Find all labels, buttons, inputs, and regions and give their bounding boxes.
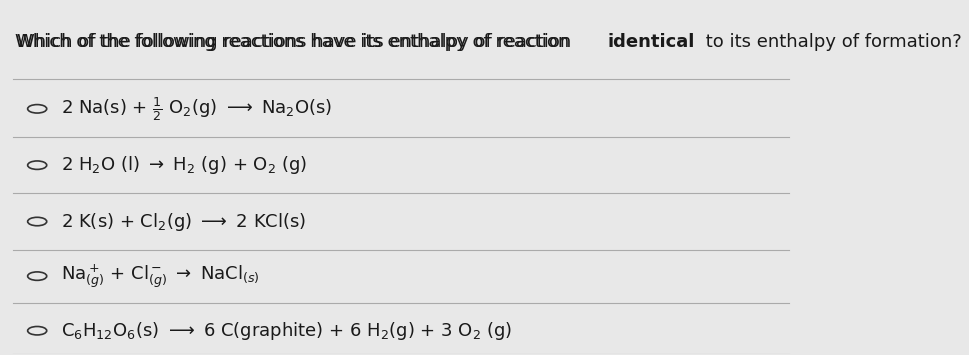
Text: to its enthalpy of formation?: to its enthalpy of formation? [701,33,962,51]
Text: Which of the following reactions have its enthalpy of reaction: Which of the following reactions have it… [17,33,578,51]
Text: identical: identical [608,33,696,51]
Text: 2 H$_2$O (l) $\rightarrow$ H$_2$ (g) + O$_2$ (g): 2 H$_2$O (l) $\rightarrow$ H$_2$ (g) + O… [61,154,307,176]
Text: Na$^+_{(g)}$ + Cl$^-_{(g)}$ $\rightarrow$ NaCl$_{(s)}$: Na$^+_{(g)}$ + Cl$^-_{(g)}$ $\rightarrow… [61,262,260,290]
Text: 2 Na(s) + $\frac{1}{2}$ O$_2$(g) $\longrightarrow$ Na$_2$O(s): 2 Na(s) + $\frac{1}{2}$ O$_2$(g) $\longr… [61,95,332,123]
Text: 2 K(s) + Cl$_2$(g) $\longrightarrow$ 2 KCl(s): 2 K(s) + Cl$_2$(g) $\longrightarrow$ 2 K… [61,211,306,233]
Text: C$_6$H$_{12}$O$_6$(s) $\longrightarrow$ 6 C(graphite) + 6 H$_2$(g) + 3 O$_2$ (g): C$_6$H$_{12}$O$_6$(s) $\longrightarrow$ … [61,320,513,342]
Text: Which of the following reactions have its enthalpy of reaction: Which of the following reactions have it… [15,33,575,51]
